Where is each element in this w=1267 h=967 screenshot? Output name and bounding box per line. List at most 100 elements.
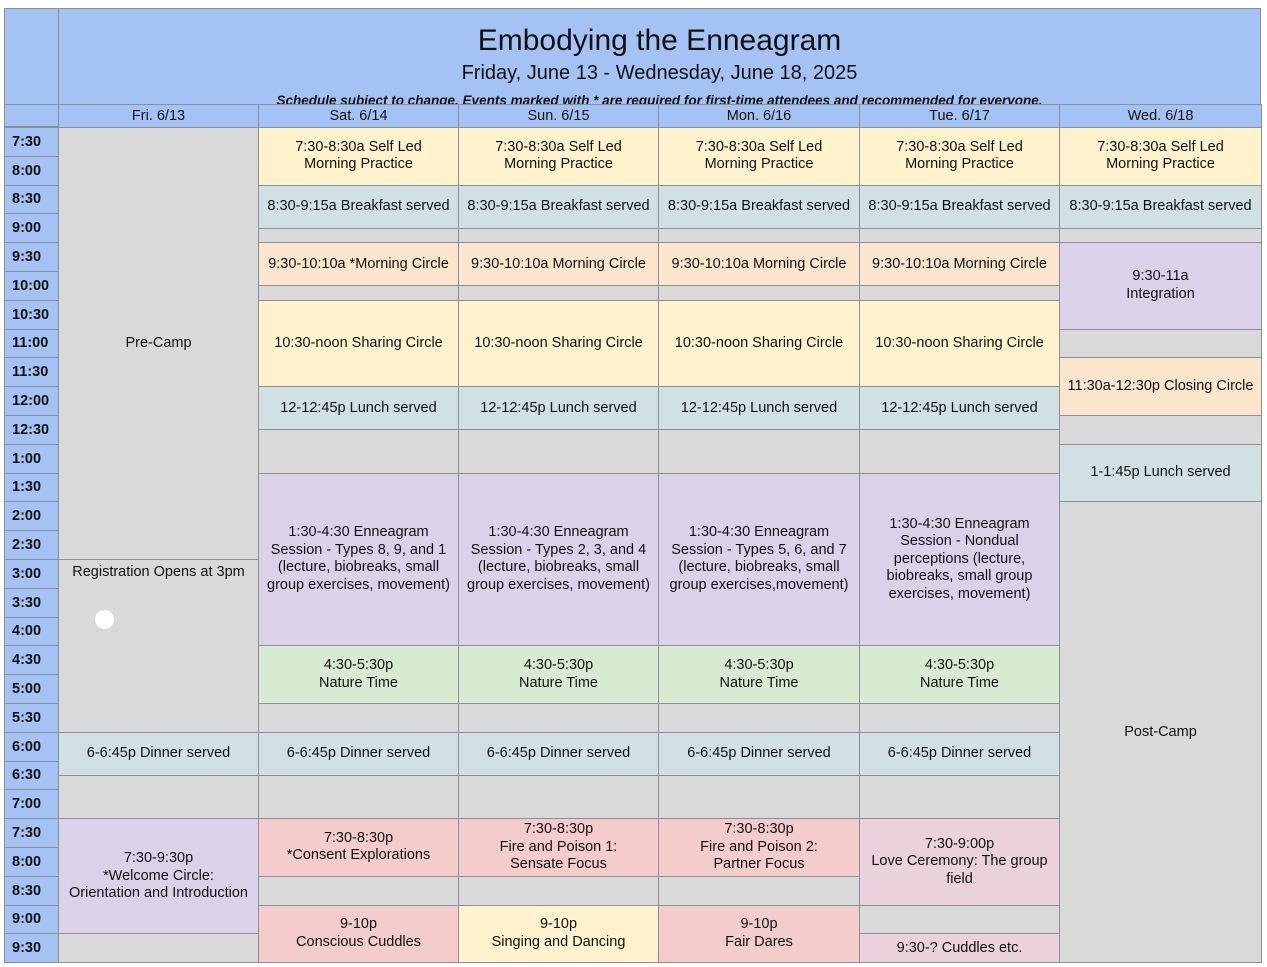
empty-cell bbox=[458, 703, 659, 733]
event-cell: 4:30-5:30p Nature Time bbox=[859, 645, 1060, 704]
event-cell: 9:30-10:10a Morning Circle bbox=[859, 242, 1060, 287]
date-range: Friday, June 13 - Wednesday, June 18, 20… bbox=[461, 62, 858, 84]
day-header-3: Sun. 6/15 bbox=[458, 104, 659, 128]
time-label: 7:00 bbox=[4, 789, 59, 820]
time-label: 9:00 bbox=[4, 213, 59, 244]
empty-cell bbox=[58, 775, 259, 820]
event-cell: 1:30-4:30 Enneagram Session - Types 5, 6… bbox=[658, 472, 860, 647]
event-cell: 7:30-8:30a Self Led Morning Practice bbox=[859, 127, 1060, 186]
page-title: Embodying the Enneagram bbox=[477, 24, 842, 57]
event-cell: 4:30-5:30p Nature Time bbox=[658, 645, 860, 704]
empty-cell bbox=[658, 775, 860, 820]
event-cell: 10:30-noon Sharing Circle bbox=[658, 299, 860, 388]
time-label: 12:30 bbox=[4, 415, 59, 445]
time-label: 8:30 bbox=[4, 875, 59, 906]
time-label: 10:00 bbox=[4, 271, 59, 301]
event-cell: 7:30-8:30p Fire and Poison 1: Sensate Fo… bbox=[458, 818, 659, 877]
event-cell: 12-12:45p Lunch served bbox=[658, 386, 860, 431]
empty-cell bbox=[859, 227, 1060, 244]
event-cell: 10:30-noon Sharing Circle bbox=[859, 299, 1060, 388]
event-cell: 9:30-10:10a Morning Circle bbox=[458, 242, 659, 287]
event-cell: 11:30a-12:30p Closing Circle bbox=[1059, 357, 1262, 416]
time-label: 6:00 bbox=[4, 731, 59, 762]
event-cell: 8:30-9:15a Breakfast served bbox=[859, 184, 1060, 229]
empty-cell bbox=[1059, 227, 1262, 244]
empty-cell bbox=[859, 429, 1060, 474]
time-label: 4:30 bbox=[4, 645, 59, 676]
event-cell: 10:30-noon Sharing Circle bbox=[458, 299, 659, 388]
event-cell: 7:30-8:30p *Consent Explorations bbox=[258, 818, 459, 877]
corner-day-row bbox=[4, 104, 59, 127]
event-cell: 12-12:45p Lunch served bbox=[258, 386, 459, 431]
empty-cell bbox=[658, 429, 860, 474]
time-label: 10:30 bbox=[4, 299, 59, 330]
event-cell: 1:30-4:30 Enneagram Session - Types 8, 9… bbox=[258, 472, 459, 647]
empty-cell bbox=[458, 285, 659, 301]
time-label: 9:00 bbox=[4, 904, 59, 935]
event-cell: 4:30-5:30p Nature Time bbox=[258, 645, 459, 704]
time-label: 2:30 bbox=[4, 530, 59, 560]
event-cell: 1:30-4:30 Enneagram Session - Nondual pe… bbox=[859, 472, 1060, 647]
event-cell: Pre-Camp bbox=[58, 127, 259, 560]
event-cell: 7:30-8:30a Self Led Morning Practice bbox=[1059, 127, 1262, 186]
event-cell: 6-6:45p Dinner served bbox=[658, 731, 860, 776]
event-cell: 9:30-10:10a *Morning Circle bbox=[258, 242, 459, 287]
event-cell: 1:30-4:30 Enneagram Session - Types 2, 3… bbox=[458, 472, 659, 647]
time-label: 5:30 bbox=[4, 703, 59, 733]
event-cell: 8:30-9:15a Breakfast served bbox=[658, 184, 860, 229]
time-label: 12:00 bbox=[4, 386, 59, 416]
event-cell: 6-6:45p Dinner served bbox=[58, 731, 259, 776]
event-cell: 6-6:45p Dinner served bbox=[258, 731, 459, 776]
event-cell: 7:30-8:30a Self Led Morning Practice bbox=[658, 127, 860, 186]
event-cell: 7:30-8:30a Self Led Morning Practice bbox=[258, 127, 459, 186]
time-label: 6:30 bbox=[4, 760, 59, 791]
empty-cell bbox=[658, 875, 860, 906]
event-cell: 10:30-noon Sharing Circle bbox=[258, 299, 459, 388]
empty-cell bbox=[658, 703, 860, 733]
event-cell: 9-10p Singing and Dancing bbox=[458, 904, 659, 964]
empty-cell bbox=[258, 285, 459, 301]
event-cell: 1-1:45p Lunch served bbox=[1059, 443, 1262, 503]
event-cell: 7:30-8:30p Fire and Poison 2: Partner Fo… bbox=[658, 818, 860, 877]
event-cell: Registration Opens at 3pm bbox=[58, 559, 259, 733]
empty-cell bbox=[1059, 415, 1262, 445]
time-label: 8:30 bbox=[4, 184, 59, 215]
time-label: 3:00 bbox=[4, 559, 59, 589]
event-cell: 9:30-? Cuddles etc. bbox=[859, 933, 1060, 964]
time-label: 1:00 bbox=[4, 443, 59, 474]
empty-cell bbox=[859, 904, 1060, 935]
event-cell: Post-Camp bbox=[1059, 501, 1262, 964]
empty-cell bbox=[258, 429, 459, 474]
time-label: 7:30 bbox=[4, 818, 59, 848]
empty-cell bbox=[859, 703, 1060, 733]
empty-cell bbox=[258, 227, 459, 244]
time-label: 7:30 bbox=[4, 127, 59, 157]
empty-cell bbox=[458, 227, 659, 244]
empty-cell bbox=[258, 775, 459, 820]
event-cell: 7:30-8:30a Self Led Morning Practice bbox=[458, 127, 659, 186]
time-label: 9:30 bbox=[4, 933, 59, 964]
time-label: 11:30 bbox=[4, 357, 59, 388]
empty-cell bbox=[658, 227, 860, 244]
time-label: 8:00 bbox=[4, 155, 59, 186]
title-block: Embodying the Enneagram Friday, June 13 … bbox=[58, 8, 1261, 108]
time-label: 2:00 bbox=[4, 501, 59, 532]
empty-cell bbox=[258, 703, 459, 733]
empty-cell bbox=[458, 875, 659, 906]
empty-cell bbox=[859, 285, 1060, 301]
time-label: 8:00 bbox=[4, 847, 59, 877]
empty-cell bbox=[458, 429, 659, 474]
time-label: 1:30 bbox=[4, 472, 59, 503]
event-cell: 6-6:45p Dinner served bbox=[859, 731, 1060, 776]
event-cell: 8:30-9:15a Breakfast served bbox=[258, 184, 459, 229]
event-cell: 6-6:45p Dinner served bbox=[458, 731, 659, 776]
time-label: 3:30 bbox=[4, 587, 59, 618]
empty-cell bbox=[258, 875, 459, 906]
time-label: 9:30 bbox=[4, 242, 59, 272]
event-cell: 8:30-9:15a Breakfast served bbox=[458, 184, 659, 229]
empty-cell bbox=[859, 775, 1060, 820]
event-cell: 9-10p Conscious Cuddles bbox=[258, 904, 459, 964]
event-cell: 4:30-5:30p Nature Time bbox=[458, 645, 659, 704]
empty-cell bbox=[1059, 328, 1262, 359]
event-cell: 7:30-9:30p *Welcome Circle: Orientation … bbox=[58, 818, 259, 935]
